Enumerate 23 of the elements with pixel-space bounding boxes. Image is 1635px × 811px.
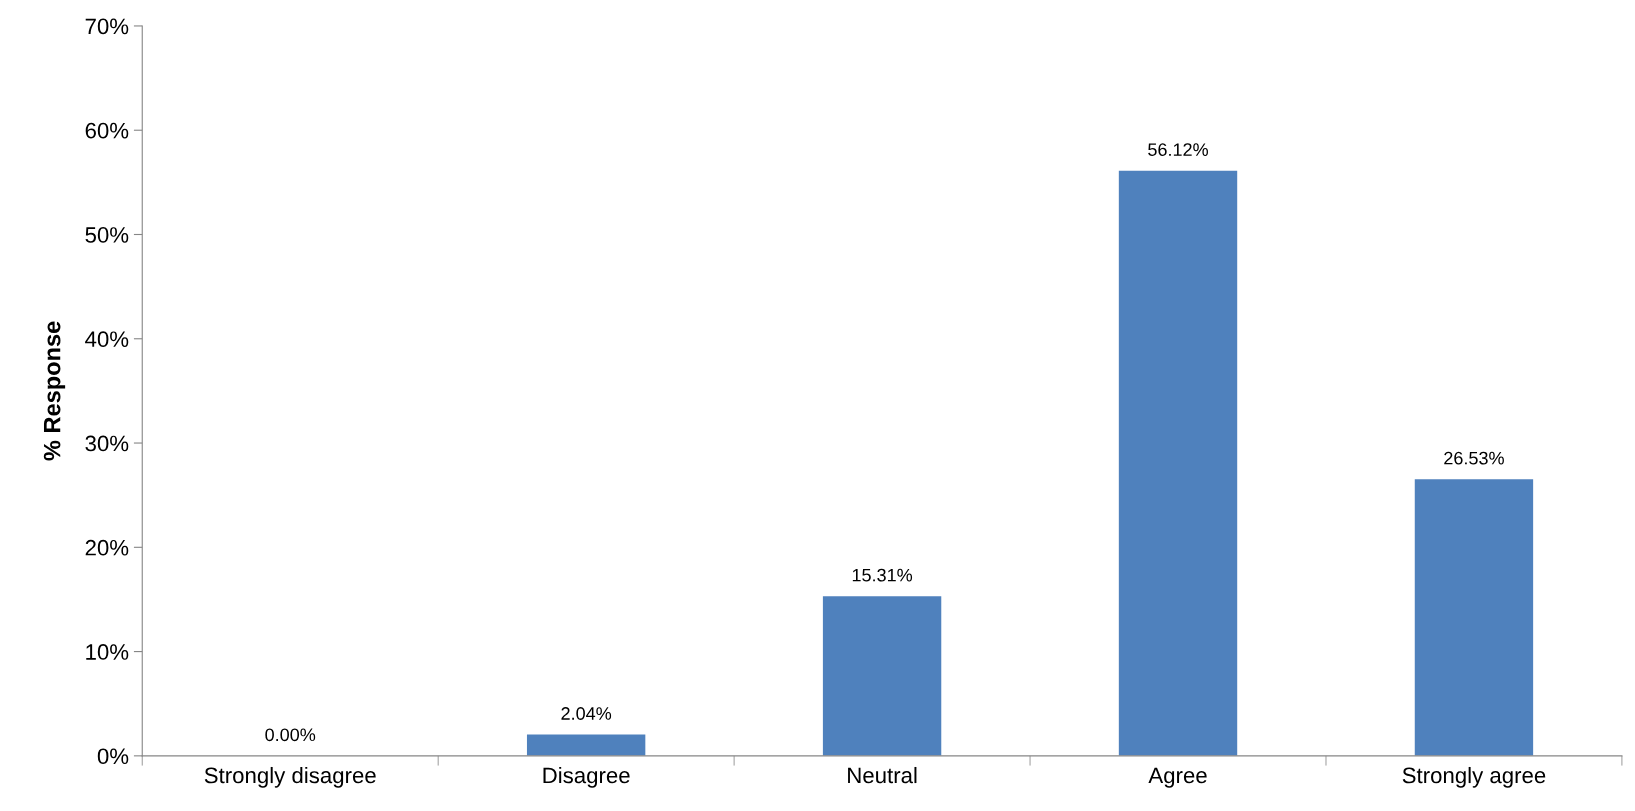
y-tick-label: 0% xyxy=(97,748,129,765)
x-tick-label: Agree xyxy=(1148,767,1207,788)
bar xyxy=(1118,170,1238,756)
y-tick-label: 50% xyxy=(85,227,129,243)
bar xyxy=(526,734,646,756)
y-tick-label: 10% xyxy=(86,644,129,660)
y-tick-label: 40% xyxy=(85,331,129,348)
bar xyxy=(822,596,942,756)
data-label: 0.00% xyxy=(265,728,316,742)
y-tick-label: 70% xyxy=(85,18,129,35)
y-tick-label: 60% xyxy=(85,122,129,139)
x-tick-label: Disagree xyxy=(543,766,630,788)
data-label: 56.12% xyxy=(1148,143,1208,156)
data-label: 15.31% xyxy=(852,568,913,582)
data-label: 2.04% xyxy=(561,707,612,720)
data-label: 26.53% xyxy=(1444,451,1504,465)
x-tick-label: Strongly agree xyxy=(1402,766,1546,788)
y-axis-title: % Response xyxy=(43,321,66,461)
x-tick-label: Strongly disagree xyxy=(204,766,376,788)
bar xyxy=(1414,479,1534,756)
y-tick-label: 30% xyxy=(85,435,129,452)
y-tick-label: 20% xyxy=(85,539,129,556)
x-tick-label: Neutral xyxy=(848,766,917,784)
